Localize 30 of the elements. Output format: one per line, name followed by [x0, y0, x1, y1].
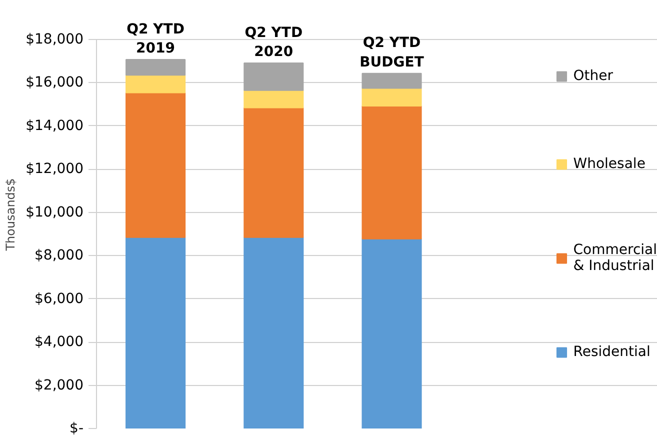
y-tick-label: $16,000: [26, 74, 84, 91]
bar: [244, 107, 304, 238]
y-axis-title: Thousands$: [4, 178, 18, 252]
bar: [244, 62, 304, 91]
y-tick-label: $8,000: [34, 248, 84, 264]
y-tick-label: $4,000: [34, 334, 84, 350]
legend-label: Other: [573, 67, 614, 86]
x-tick-label: Q2 YTD 2019: [126, 21, 184, 57]
bar: [244, 90, 304, 108]
bar: [362, 72, 422, 89]
bar: [362, 238, 422, 428]
x-tick-label: Q2 YTD BUDGET: [360, 35, 424, 70]
legend-label: Commercial & Industrial: [573, 242, 657, 274]
bar: [126, 92, 186, 238]
y-tick-label: $10,000: [26, 204, 84, 220]
bar: [244, 236, 304, 428]
y-tick-label: $14,000: [26, 118, 84, 134]
bar: [126, 59, 186, 76]
bar: [362, 88, 422, 106]
legend-label: Wholesale: [573, 155, 646, 174]
x-tick-label: Q2 YTD 2020: [244, 24, 303, 60]
bar: [362, 105, 422, 240]
bar: [126, 236, 186, 428]
y-tick-label: $2,000: [34, 377, 84, 394]
y-tick-label: $6,000: [34, 290, 84, 307]
y-tick-label: $18,000: [26, 31, 84, 48]
legend-label: Residential: [573, 343, 650, 362]
y-tick-label: $12,000: [26, 161, 84, 178]
bar: [126, 74, 186, 94]
y-tick-label: $-: [70, 420, 84, 436]
